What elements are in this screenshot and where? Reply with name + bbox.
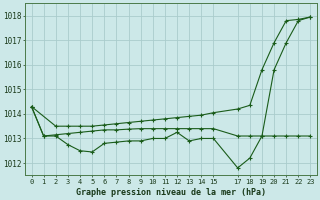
X-axis label: Graphe pression niveau de la mer (hPa): Graphe pression niveau de la mer (hPa) (76, 188, 266, 197)
